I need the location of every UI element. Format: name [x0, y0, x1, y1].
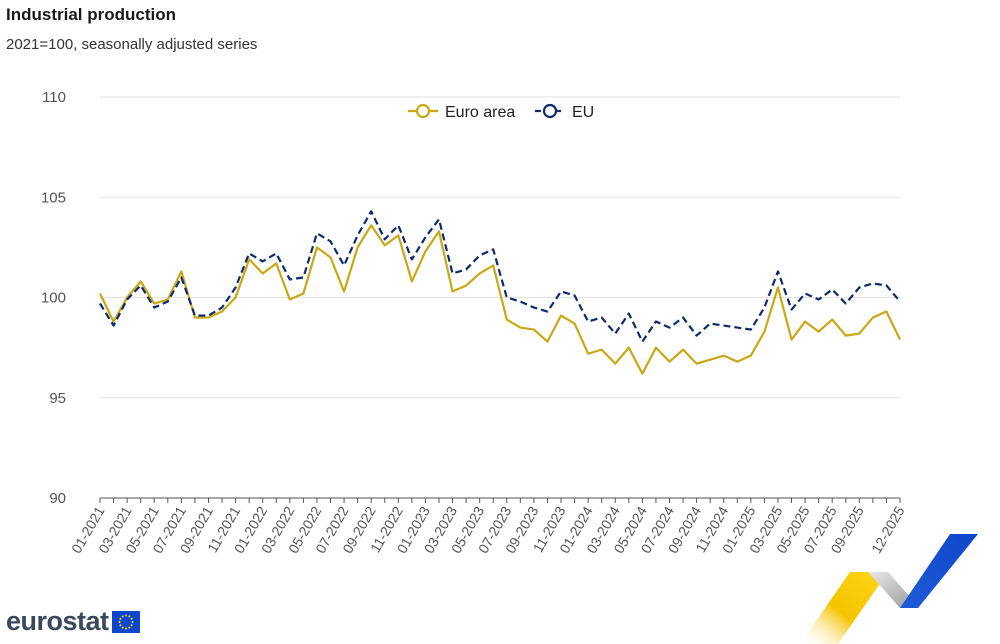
series-line-eu[interactable]: [99, 210, 901, 343]
legend-item-euro-area[interactable]: Euro area: [408, 103, 515, 121]
y-tick-label: 90: [49, 490, 66, 507]
legend[interactable]: Euro area EU: [408, 103, 594, 121]
eu-flag-icon: [111, 610, 140, 633]
y-tick-label: 110: [42, 89, 66, 106]
legend-item-eu[interactable]: EU: [535, 103, 594, 121]
x-axis: 01-202103-202105-202107-202109-202111-20…: [68, 497, 908, 556]
logo-text: eurostat: [6, 606, 109, 636]
legend-circle-icon: [415, 103, 431, 119]
chart-title: Industrial production: [6, 5, 176, 24]
legend-circle-icon: [542, 103, 558, 119]
decorative-swoosh-icon: [800, 534, 978, 644]
series-lines: [99, 210, 901, 375]
legend-label: EU: [572, 104, 594, 121]
series-line-euro-area[interactable]: [99, 224, 901, 375]
y-tick-label: 95: [49, 390, 66, 407]
y-tick-label: 100: [41, 290, 66, 307]
y-axis-ticks: 90 95 100 105 110: [41, 89, 66, 507]
y-tick-label: 105: [41, 189, 66, 206]
chart-subtitle: 2021=100, seasonally adjusted series: [6, 36, 258, 53]
legend-label: Euro area: [445, 104, 515, 121]
eurostat-logo: eurostat: [6, 606, 140, 637]
